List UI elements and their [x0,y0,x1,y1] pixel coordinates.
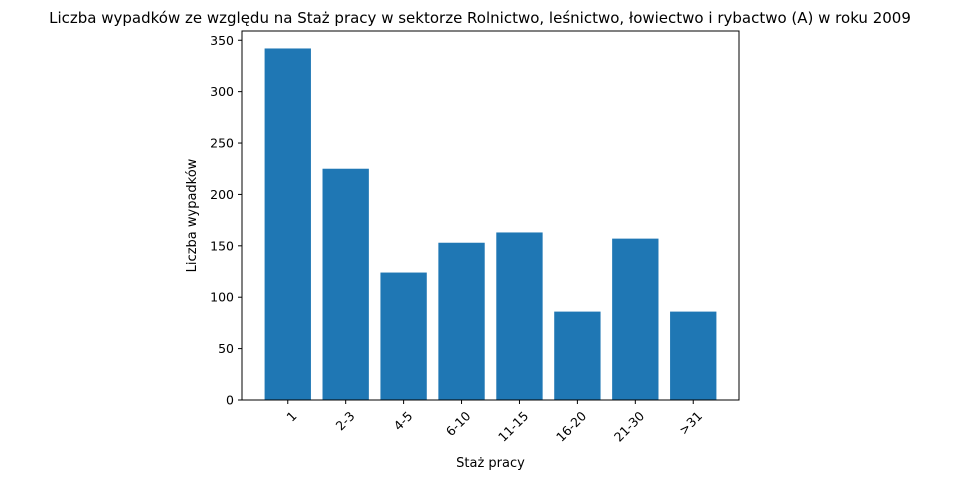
bar-4-5 [380,272,427,400]
bar-1 [264,48,311,400]
y-tick-label: 350 [210,33,234,48]
bar-16-20 [554,311,601,400]
bar-21-30 [612,238,659,400]
bar->31 [670,311,717,400]
x-tick-label: 11-15 [495,408,531,444]
y-axis-label: Liczba wypadków [185,158,200,272]
bar-6-10 [438,242,485,400]
x-tick-label: 4-5 [390,408,415,433]
plot-frame [241,30,740,401]
y-tick-label: 200 [210,187,234,202]
x-axis: 1 2-3 4-5 6-10 11-15 16-20 21-30 >31 [283,400,705,445]
x-tick-label: 2-3 [333,408,358,433]
bars-group [264,48,717,400]
y-tick-label: 100 [210,290,234,305]
y-tick-label: 150 [210,238,234,253]
y-tick-label: 50 [218,341,234,356]
x-tick-label: >31 [676,408,705,437]
x-tick-label: 6-10 [443,408,474,439]
y-axis: 0 50 100 150 200 250 300 350 [210,33,242,408]
y-tick-label: 0 [226,393,234,408]
x-axis-label: Staż pracy [456,456,525,471]
y-tick-label: 250 [210,136,234,151]
x-tick-label: 16-20 [553,408,589,444]
x-tick-label: 1 [283,408,299,424]
bar-11-15 [496,232,543,400]
bar-2-3 [322,168,369,400]
chart-title: Liczba wypadków ze względu na Staż pracy… [49,9,911,27]
y-tick-label: 300 [210,84,234,99]
x-tick-label: 21-30 [611,408,647,444]
